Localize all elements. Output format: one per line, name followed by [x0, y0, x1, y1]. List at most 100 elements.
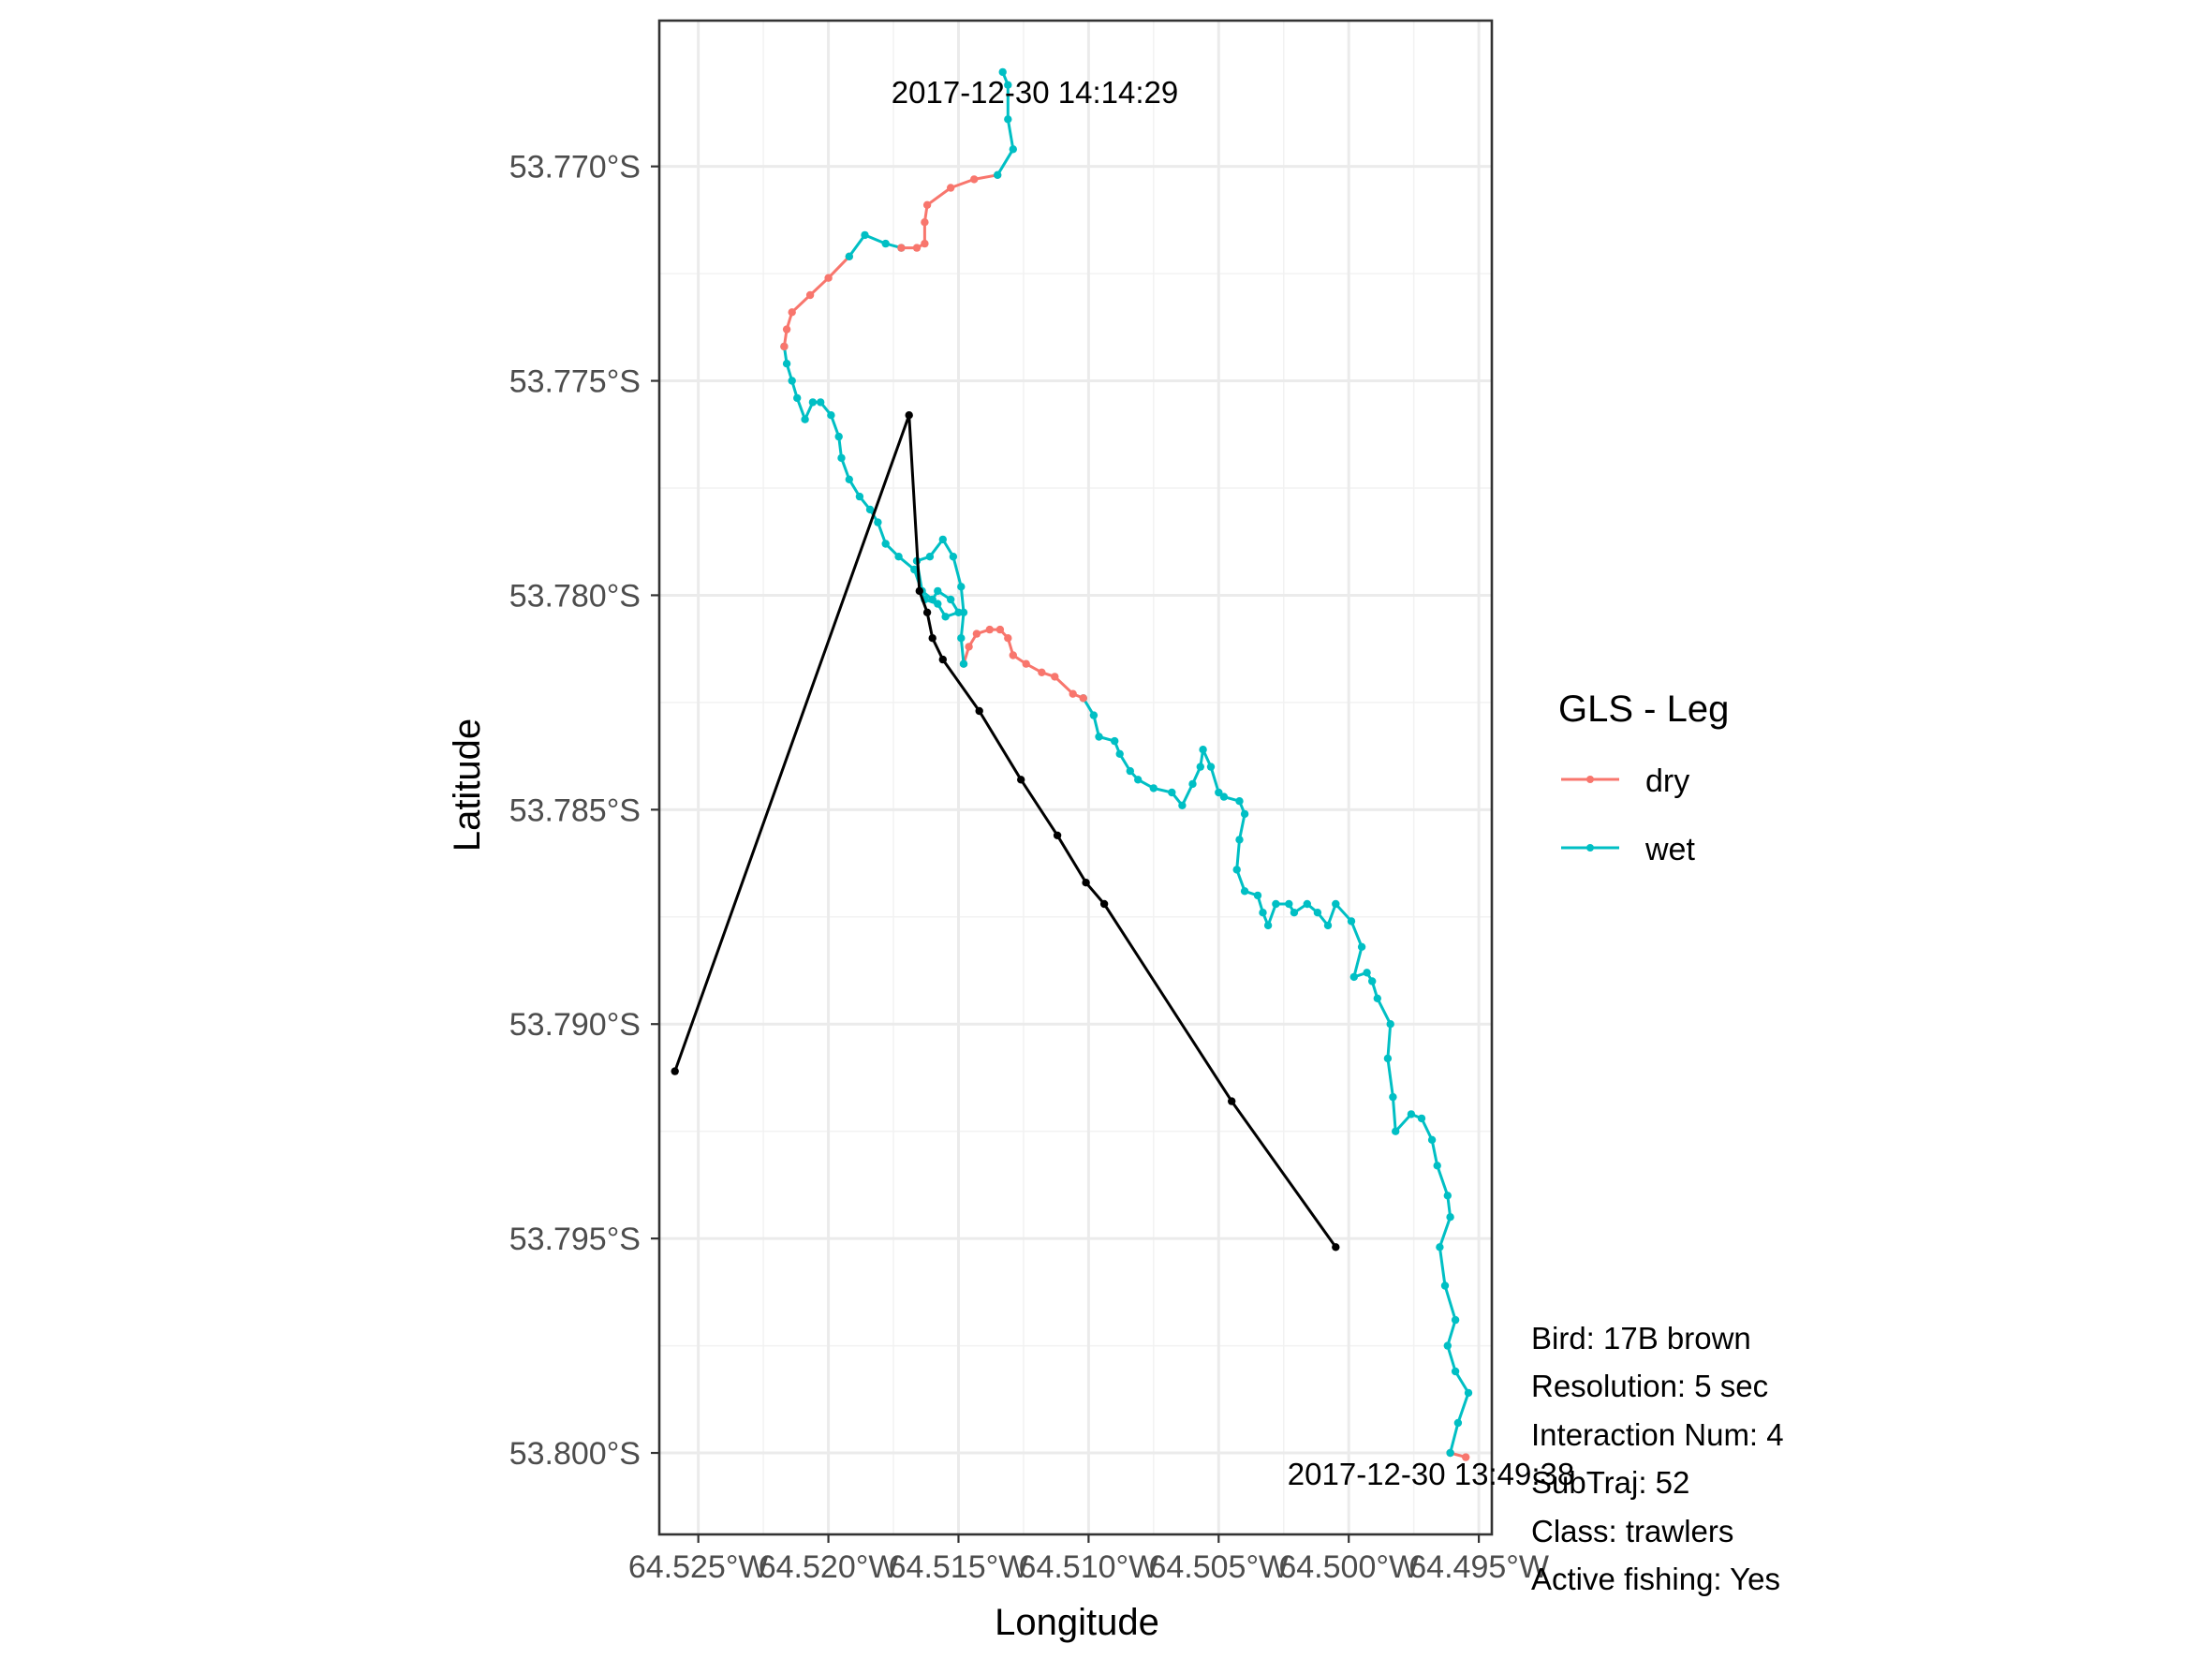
- y-axis-title: Latitude: [447, 718, 488, 852]
- point-dry-6-0: [897, 244, 906, 252]
- point-wet-1-43: [1196, 763, 1205, 771]
- point-wet-3-22: [845, 475, 853, 483]
- point-wet-5-2: [881, 239, 890, 248]
- point-wet-3-4: [949, 553, 958, 561]
- point-wet-3-28: [801, 415, 809, 423]
- x-tick-label-0: 64.525°W: [628, 1549, 769, 1585]
- point-wet-3-6: [925, 553, 935, 561]
- info-subtraj: SubTraj: 52: [1531, 1465, 1689, 1500]
- series-line-wet-5: [848, 233, 902, 258]
- point-wet-1-15: [1389, 1092, 1397, 1102]
- point-wet-1-12: [1417, 1114, 1426, 1123]
- point-wet-1-33: [1253, 891, 1262, 900]
- point-wet-3-14: [934, 600, 942, 608]
- point-wet-3-27: [808, 398, 818, 407]
- info-active-fishing: Active fishing: Yes: [1531, 1562, 1780, 1596]
- point-wet-1-14: [1392, 1127, 1400, 1135]
- point-wet-1-35: [1232, 866, 1241, 874]
- point-wet-3-5: [938, 535, 947, 544]
- point-wet-3-21: [855, 492, 864, 501]
- point-wet-3-26: [817, 398, 825, 407]
- y-tick-label-4: 53.790°S: [509, 1007, 641, 1043]
- point-dry-2-10: [965, 643, 973, 651]
- point-wet-7-4: [998, 67, 1007, 77]
- x-tick-label-5: 64.500°W: [1278, 1549, 1419, 1585]
- point-wet-1-41: [1206, 763, 1216, 771]
- point-wet-3-9: [928, 595, 936, 604]
- y-tick-label-5: 53.795°S: [509, 1222, 641, 1257]
- point-dry-2-0: [1079, 694, 1088, 703]
- point-wet-3-20: [865, 505, 875, 514]
- x-tick-label-3: 64.510°W: [1019, 1549, 1159, 1585]
- point-dry-2-9: [972, 630, 981, 638]
- point-dry-6-3: [921, 218, 929, 227]
- point-wet-1-52: [1095, 733, 1103, 741]
- point-wet-1-17: [1386, 1020, 1394, 1029]
- point-wet-5-0: [845, 252, 853, 260]
- info-bird: Bird: 17B brown: [1531, 1321, 1751, 1355]
- point-track-8-2: [1099, 899, 1109, 909]
- point-wet-1-29: [1285, 899, 1293, 909]
- point-wet-1-4: [1443, 1341, 1453, 1350]
- point-wet-1-32: [1259, 909, 1267, 917]
- y-tick-label-3: 53.785°S: [509, 792, 641, 828]
- y-tick-label-6: 53.800°S: [509, 1436, 641, 1472]
- series-layer: [671, 67, 1473, 1461]
- legend-label-dry: dry: [1645, 763, 1689, 799]
- point-wet-1-30: [1272, 899, 1280, 909]
- point-wet-3-13: [941, 613, 950, 621]
- point-dry-6-5: [947, 184, 955, 192]
- point-dry-6-1: [912, 244, 922, 252]
- legend-title: GLS - Leg: [1558, 689, 1729, 730]
- point-wet-1-44: [1188, 779, 1197, 789]
- point-wet-7-0: [994, 170, 1002, 179]
- point-wet-1-10: [1433, 1162, 1441, 1170]
- point-wet-3-25: [827, 411, 835, 420]
- grid-lines: [659, 21, 1492, 1534]
- point-dry-2-7: [995, 625, 1005, 634]
- point-wet-1-26: [1313, 909, 1322, 917]
- point-dry-4-3: [805, 290, 815, 300]
- point-wet-1-40: [1215, 788, 1223, 797]
- point-wet-5-1: [861, 230, 869, 240]
- point-wet-1-1: [1453, 1418, 1463, 1428]
- point-wet-1-48: [1134, 776, 1143, 784]
- point-track-8-0: [1332, 1243, 1340, 1252]
- y-tick-label-1: 53.775°S: [509, 364, 641, 400]
- point-wet-1-50: [1115, 749, 1124, 758]
- point-track-8-4: [1053, 831, 1062, 839]
- point-dry-4-0: [780, 342, 789, 351]
- point-dry-2-5: [1009, 651, 1018, 659]
- point-dry-6-2: [921, 239, 929, 248]
- info-annotation: Bird: 17B brown Resolution: 5 sec Intera…: [1531, 1321, 1784, 1596]
- point-wet-1-9: [1443, 1192, 1453, 1200]
- point-wet-1-19: [1368, 977, 1377, 985]
- point-wet-7-1: [1009, 145, 1018, 154]
- legend: GLS - Leg dry wet: [1558, 689, 1729, 867]
- point-dry-2-1: [1069, 689, 1077, 698]
- point-wet-1-42: [1199, 746, 1207, 754]
- point-dry-2-3: [1038, 668, 1046, 676]
- point-dry-2-6: [1004, 634, 1012, 643]
- point-dry-0-0: [1462, 1453, 1470, 1461]
- point-dry-4-1: [782, 325, 791, 333]
- point-wet-1-49: [1126, 766, 1135, 776]
- point-track-8-5: [1017, 776, 1025, 784]
- point-wet-3-19: [874, 518, 882, 526]
- point-track-8-10: [915, 586, 923, 596]
- point-track-8-1: [1228, 1097, 1236, 1105]
- point-dry-4-4: [824, 274, 833, 282]
- point-wet-3-1: [957, 634, 966, 643]
- point-wet-1-7: [1436, 1243, 1444, 1252]
- point-wet-1-27: [1303, 899, 1312, 909]
- point-wet-3-11: [947, 595, 955, 604]
- x-axis-title: Longitude: [995, 1602, 1159, 1643]
- point-dry-2-4: [1022, 659, 1030, 668]
- plot-panel-border: [657, 19, 1494, 1536]
- point-track-8-9: [922, 608, 932, 616]
- point-wet-1-51: [1111, 736, 1119, 746]
- point-dry-6-6: [970, 175, 979, 184]
- point-wet-3-30: [788, 377, 796, 385]
- point-track-8-8: [928, 634, 936, 643]
